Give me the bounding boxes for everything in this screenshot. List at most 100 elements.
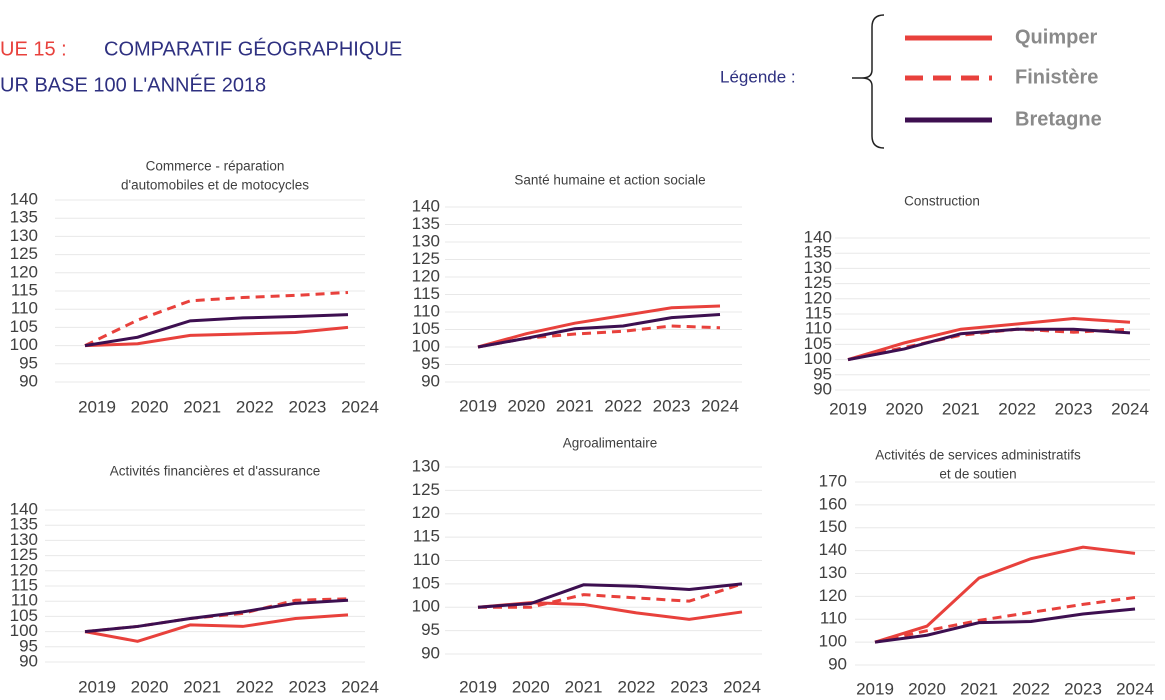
y-tick-label: 135 (804, 243, 832, 262)
y-tick-label: 100 (412, 336, 440, 355)
x-tick-label: 2022 (617, 677, 655, 696)
y-tick-label: 100 (804, 349, 832, 368)
x-tick-label: 2019 (829, 399, 867, 418)
x-tick-label: 2024 (701, 396, 739, 415)
x-tick-label: 2019 (856, 679, 894, 698)
y-tick-label: 115 (805, 303, 832, 322)
y-tick-label: 90 (813, 379, 832, 398)
header-title-red: UE 15 : (0, 38, 67, 60)
y-tick-label: 105 (412, 319, 440, 338)
x-tick-label: 2024 (341, 677, 379, 696)
y-tick-label: 115 (11, 280, 38, 299)
y-tick-label: 160 (819, 494, 847, 513)
y-tick-label: 115 (11, 575, 38, 594)
x-tick-label: 2021 (565, 677, 603, 696)
y-tick-label: 100 (10, 621, 38, 640)
y-tick-label: 90 (421, 371, 440, 390)
y-tick-label: 110 (11, 299, 38, 318)
y-tick-label: 130 (819, 563, 847, 582)
series-line (874, 596, 1136, 644)
series-line (477, 304, 721, 349)
y-tick-label: 170 (819, 471, 847, 490)
series-line (84, 325, 349, 348)
y-tick-label: 140 (10, 189, 38, 208)
x-tick-label: 2023 (653, 396, 691, 415)
y-tick-label: 105 (804, 334, 832, 353)
x-tick-label: 2024 (341, 397, 379, 416)
x-tick-label: 2022 (1012, 679, 1050, 698)
series-line (477, 582, 743, 609)
x-tick-label: 2020 (885, 399, 923, 418)
series-line (477, 312, 721, 349)
y-tick-label: 115 (413, 527, 440, 546)
series-line (84, 598, 349, 634)
series-line (477, 324, 721, 349)
y-tick-label: 115 (413, 284, 440, 303)
x-tick-label: 2020 (131, 397, 169, 416)
y-tick-label: 125 (10, 244, 38, 263)
y-tick-label: 130 (804, 258, 832, 277)
x-tick-label: 2021 (183, 677, 221, 696)
chart-title: Commerce - réparation (146, 159, 285, 174)
y-tick-label: 120 (412, 266, 440, 285)
y-tick-label: 140 (10, 499, 38, 518)
y-tick-label: 100 (819, 632, 847, 651)
x-tick-label: 2024 (723, 677, 761, 696)
y-tick-label: 90 (19, 651, 38, 670)
y-tick-label: 150 (819, 517, 847, 536)
y-tick-label: 105 (412, 573, 440, 592)
y-tick-label: 140 (412, 196, 440, 215)
x-tick-label: 2022 (998, 399, 1036, 418)
series-line (84, 313, 349, 348)
chart-title: d'automobiles et de motocycles (121, 178, 309, 193)
chart-title: Santé humaine et action sociale (514, 173, 705, 188)
y-tick-label: 100 (10, 335, 38, 354)
x-tick-label: 2021 (942, 399, 980, 418)
y-tick-label: 135 (412, 214, 440, 233)
y-tick-label: 135 (10, 208, 38, 227)
x-tick-label: 2024 (1111, 399, 1149, 418)
y-tick-label: 125 (412, 249, 440, 268)
y-tick-label: 120 (10, 262, 38, 281)
x-tick-label: 2020 (908, 679, 946, 698)
series-line (847, 327, 1131, 362)
series-line (84, 290, 349, 347)
y-tick-label: 90 (828, 654, 847, 673)
chart-title: Agroalimentaire (563, 436, 658, 451)
chart-title: Construction (904, 194, 980, 209)
x-tick-label: 2020 (131, 677, 169, 696)
series-line (847, 317, 1131, 362)
x-tick-label: 2024 (1116, 679, 1154, 698)
x-tick-label: 2019 (78, 397, 116, 416)
x-tick-label: 2021 (183, 397, 221, 416)
y-tick-label: 95 (19, 636, 38, 655)
x-tick-label: 2020 (512, 677, 550, 696)
series-line (874, 607, 1136, 644)
y-tick-label: 95 (19, 353, 38, 372)
y-tick-label: 110 (413, 550, 440, 569)
y-tick-label: 95 (813, 364, 832, 383)
x-tick-label: 2019 (459, 396, 497, 415)
legend-item: Quimper (1015, 26, 1097, 48)
y-tick-label: 125 (804, 273, 832, 292)
chart-title: Activités financières et d'assurance (110, 464, 320, 479)
x-tick-label: 2022 (236, 677, 274, 696)
y-tick-label: 130 (412, 456, 440, 475)
x-tick-label: 2021 (556, 396, 594, 415)
x-tick-label: 2023 (670, 677, 708, 696)
x-tick-label: 2023 (288, 397, 326, 416)
y-tick-label: 130 (412, 231, 440, 250)
chart-title: Activités de services administratifs (875, 448, 1081, 463)
header-subtitle: UR BASE 100 L'ANNÉE 2018 (0, 73, 266, 96)
legend-item: Bretagne (1015, 108, 1102, 130)
series-line (84, 613, 349, 643)
x-tick-label: 2022 (604, 396, 642, 415)
y-tick-label: 125 (10, 545, 38, 564)
y-tick-label: 135 (10, 515, 38, 534)
y-tick-label: 140 (819, 540, 847, 559)
x-tick-label: 2023 (1064, 679, 1102, 698)
y-tick-label: 110 (11, 591, 38, 610)
y-tick-label: 105 (10, 606, 38, 625)
y-tick-label: 95 (421, 354, 440, 373)
